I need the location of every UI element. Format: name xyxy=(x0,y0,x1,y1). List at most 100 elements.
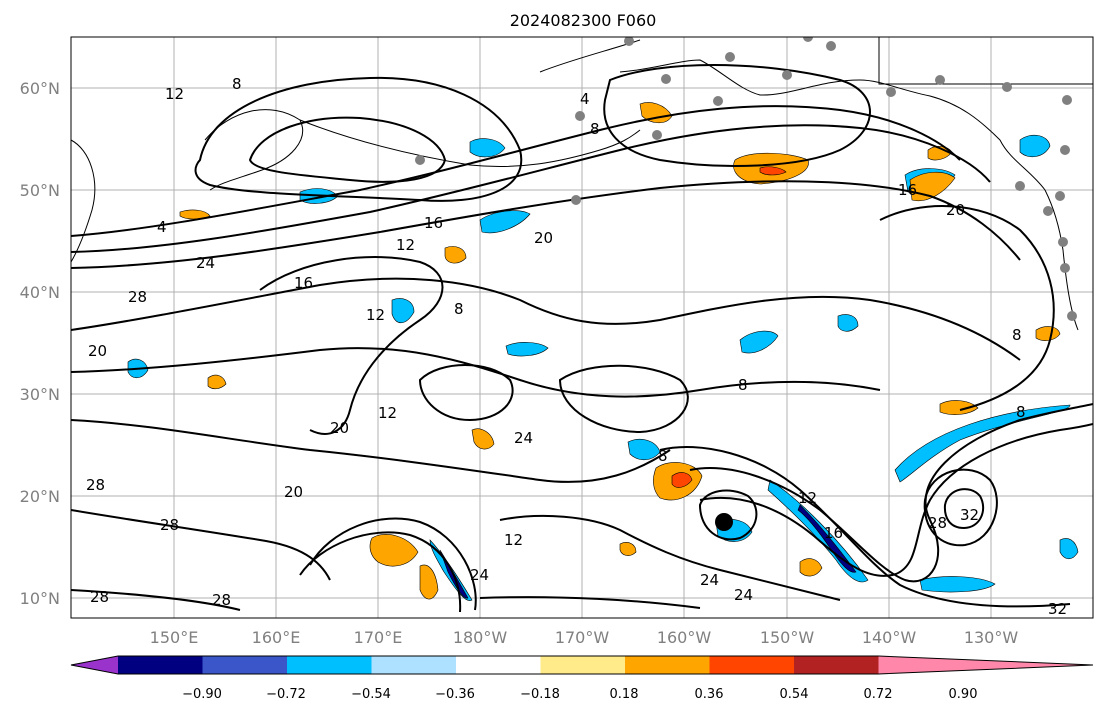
shade-blue-c3 xyxy=(627,439,661,461)
shade-blue-mid xyxy=(479,210,531,234)
shade-orange-coast xyxy=(1035,326,1061,341)
contour-label: 20 xyxy=(946,201,965,219)
colorbar-tick-label: 0.72 xyxy=(864,687,893,702)
colorbar-tick-label: 0.90 xyxy=(949,687,978,702)
shade-orange-w xyxy=(207,374,227,390)
contour-label: 24 xyxy=(514,429,533,447)
contour-label: 8 xyxy=(1016,403,1026,421)
shade-blue-coast xyxy=(1019,134,1051,158)
contour-label: 12 xyxy=(396,236,415,254)
station-dots xyxy=(415,37,1077,321)
map-frame xyxy=(70,36,1094,619)
shade-red-gulf xyxy=(759,166,787,176)
lat-label: 50°N xyxy=(20,181,60,200)
contour-label: 8 xyxy=(590,120,600,138)
lat-label: 60°N xyxy=(20,79,60,98)
shade-blue-c2 xyxy=(505,342,549,357)
contour-label: 8 xyxy=(738,376,748,394)
shade-navy-jet-se xyxy=(797,504,857,573)
contour-label: 20 xyxy=(330,419,349,437)
contour-label: 24 xyxy=(700,571,719,589)
contour-label: 24 xyxy=(734,586,753,604)
contour-sw-ring-2 xyxy=(299,531,462,613)
lat-label: 40°N xyxy=(20,283,60,302)
contour-south-1 xyxy=(71,509,331,581)
colorbar-ticks: −0.90 −0.72 −0.54 −0.36 −0.18 0.18 0.36 … xyxy=(182,687,977,702)
lat-label: 30°N xyxy=(20,385,60,404)
lon-label: 150°E xyxy=(150,628,199,647)
colorbar-tick-label: −0.36 xyxy=(435,687,475,702)
shade-orange-mid xyxy=(444,246,467,264)
latitude-labels: 60°N 50°N 40°N 30°N 20°N 10°N xyxy=(20,79,60,608)
contour-label: 28 xyxy=(90,588,109,606)
contour-label: 20 xyxy=(534,229,553,247)
colorbar-extend-min xyxy=(71,656,118,674)
lat-label: 20°N xyxy=(20,487,60,506)
lat-label: 10°N xyxy=(20,589,60,608)
contour-labels: 12 8 4 8 4 24 28 20 16 12 16 20 16 20 12… xyxy=(86,75,1067,618)
contour-label: 12 xyxy=(378,404,397,422)
colorbar-segment xyxy=(709,656,795,674)
contour-south-3 xyxy=(71,589,701,611)
contour-trough-se-2 xyxy=(689,403,1093,583)
map-title: 2024082300 F060 xyxy=(510,11,657,30)
shade-orange-sw xyxy=(369,534,419,567)
shade-blue-coast2 xyxy=(837,314,859,332)
colorbar-segment xyxy=(371,656,457,674)
contour-label: 16 xyxy=(294,274,313,292)
lon-label: 170°W xyxy=(555,628,610,647)
contour-sw-ring xyxy=(309,517,477,611)
colorbar-tick-label: −0.72 xyxy=(266,687,306,702)
shade-orange-se xyxy=(939,400,979,415)
contour-label: 4 xyxy=(580,90,590,108)
colorbar-segment xyxy=(118,656,203,674)
contour-label: 28 xyxy=(86,476,105,494)
shade-blue-central xyxy=(739,330,779,354)
longitude-labels: 150°E 160°E 170°E 180°W 170°W 160°W 150°… xyxy=(150,628,1019,647)
contour-label: 24 xyxy=(470,566,489,584)
contour-label: 8 xyxy=(658,447,668,465)
contour-label: 20 xyxy=(284,483,303,501)
contour-south-2 xyxy=(499,514,841,601)
colorbar-tick-label: −0.18 xyxy=(520,687,560,702)
lon-label: 160°E xyxy=(252,628,301,647)
contour-label: 32 xyxy=(960,506,979,524)
colorbar-segment xyxy=(625,656,710,674)
contour-cyclone xyxy=(698,489,758,541)
contour-label: 16 xyxy=(424,214,443,232)
contour-low-nw-inner xyxy=(248,116,447,183)
colorbar-segment xyxy=(794,656,879,674)
contour-sub-1 xyxy=(71,419,671,483)
shade-blue-wpac xyxy=(391,298,415,324)
contour-trough-se-1 xyxy=(659,446,1071,608)
lon-label: 140°W xyxy=(862,628,917,647)
contour-label: 16 xyxy=(898,181,917,199)
shade-blue-se xyxy=(919,576,996,593)
contour-mid-2 xyxy=(71,347,881,398)
contour-label: 12 xyxy=(504,531,523,549)
contour-cent-closed xyxy=(418,364,514,422)
contour-east-4 xyxy=(879,205,1055,411)
shade-blue-nw xyxy=(469,138,506,158)
colorbar-outline xyxy=(70,655,1094,675)
coast-asia xyxy=(71,139,96,263)
contour-north-low xyxy=(603,64,871,167)
colorbar-tick-label: 0.36 xyxy=(695,687,724,702)
contour-mid-1 xyxy=(71,277,1021,361)
shade-orange-c2 xyxy=(471,428,495,450)
lon-label: 170°E xyxy=(354,628,403,647)
contour-label: 8 xyxy=(232,75,242,93)
colorbar-tick-label: 0.18 xyxy=(610,687,639,702)
contour-label: 32 xyxy=(1048,600,1067,618)
storm-center-marker xyxy=(715,513,733,531)
colorbar-tick-label: 0.54 xyxy=(780,687,809,702)
colorbar-tick-label: −0.90 xyxy=(182,687,222,702)
contours xyxy=(71,64,1093,613)
contour-jet-1 xyxy=(71,105,961,237)
colorbar-segment xyxy=(287,656,372,674)
colorbar-tick-label: −0.54 xyxy=(351,687,391,702)
shade-orange-e xyxy=(619,542,637,556)
colorbar-extend-max xyxy=(878,656,1093,674)
shade-orange-wpac xyxy=(179,209,211,220)
